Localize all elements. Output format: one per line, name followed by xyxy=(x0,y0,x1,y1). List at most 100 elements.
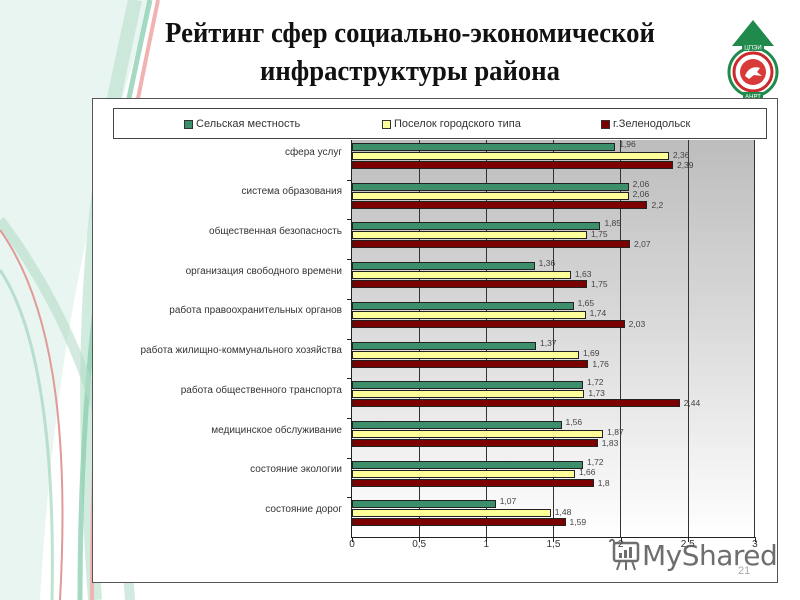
data-value-label: 1,75 xyxy=(591,228,608,239)
data-value-label: 2,2 xyxy=(651,199,664,210)
x-tick-label: 1 xyxy=(483,539,490,550)
data-value-label: 2,39 xyxy=(676,160,694,170)
chart-legend: Сельская местность Поселок городского ти… xyxy=(113,108,767,139)
y-tick xyxy=(347,417,352,419)
bar-series-2 xyxy=(352,399,680,408)
data-value-label: 2,44 xyxy=(683,398,701,409)
legend-label: Сельская местность xyxy=(196,118,301,130)
data-value-label: 1,56 xyxy=(565,416,583,427)
bar-series-0 xyxy=(352,182,629,191)
category-label: состояние экологии xyxy=(250,464,342,476)
bar-series-2 xyxy=(352,319,625,328)
y-tick xyxy=(347,457,352,459)
title-line-2: инфраструктуры района xyxy=(260,55,560,87)
x-tick xyxy=(352,537,353,542)
x-tick xyxy=(553,537,555,542)
x-tick xyxy=(754,537,756,542)
data-value-label: 1,66 xyxy=(578,467,596,478)
bar-series-0 xyxy=(352,381,583,390)
gridline xyxy=(486,140,487,537)
data-value-label: 2,06 xyxy=(632,178,650,189)
svg-text:ЦПЭИ: ЦПЭИ xyxy=(744,46,761,52)
bar-series-1 xyxy=(352,191,629,200)
bar-series-1 xyxy=(352,350,579,359)
organization-logo-icon: ЦПЭИ АНРТ xyxy=(727,20,779,101)
data-value-label: 1,87 xyxy=(607,427,624,438)
bar-series-2 xyxy=(352,240,630,249)
bar-series-1 xyxy=(352,509,551,518)
bar-series-2 xyxy=(352,359,589,368)
data-value-label: 1,07 xyxy=(499,496,517,507)
category-label: работа жилищно-коммунального хозяйства xyxy=(140,345,343,357)
x-tick xyxy=(620,537,622,542)
y-tick xyxy=(347,338,352,340)
y-tick xyxy=(347,219,352,221)
watermark: MyShared xyxy=(608,538,778,572)
data-value-label: 1,8 xyxy=(597,477,610,488)
category-label: организация свободного времени xyxy=(185,265,342,277)
legend-label: Поселок городского типа xyxy=(394,118,521,130)
gridline xyxy=(553,140,554,537)
data-value-label: 2,36 xyxy=(672,149,690,160)
gridline xyxy=(754,140,755,537)
bar-series-0 xyxy=(352,341,536,350)
bar-series-1 xyxy=(352,469,575,478)
y-tick xyxy=(347,378,352,380)
legend-item-urban-settlement: Поселок городского типа xyxy=(382,118,521,130)
category-label: работа правоохранительных органов xyxy=(169,305,342,317)
gridline xyxy=(620,140,621,537)
gridline xyxy=(688,140,689,537)
data-value-label: 1,73 xyxy=(588,387,605,398)
data-value-label: 1,83 xyxy=(601,437,619,448)
bar-series-2 xyxy=(352,518,566,527)
x-tick-label: 0 xyxy=(349,539,355,550)
x-tick-label: 3 xyxy=(752,539,758,550)
y-tick xyxy=(347,179,352,181)
bar-series-0 xyxy=(352,460,583,469)
x-tick xyxy=(419,537,421,542)
bar-series-1 xyxy=(352,152,669,160)
data-value-label: 1,74 xyxy=(589,308,607,319)
legend-label: г.Зеленодольск xyxy=(613,118,691,130)
data-value-label: 1,69 xyxy=(582,348,600,358)
data-value-label: 1,63 xyxy=(574,268,592,279)
svg-text:АНРТ: АНРТ xyxy=(745,95,761,101)
bar-series-0 xyxy=(352,143,616,151)
category-label: общественная безопасность xyxy=(209,226,342,237)
data-value-label: 1,72 xyxy=(586,456,604,467)
data-value-label: 1,75 xyxy=(591,279,608,290)
data-value-label: 2,07 xyxy=(634,239,651,250)
legend-item-zelenodolsk: г.Зеленодольск xyxy=(601,118,690,130)
bar-series-2 xyxy=(352,280,588,289)
bar-series-1 xyxy=(352,390,585,399)
data-value-label: 1,65 xyxy=(577,297,595,308)
x-tick-label: 1,5 xyxy=(546,539,561,550)
bar-series-1 xyxy=(352,429,604,438)
data-value-label: 1,36 xyxy=(538,258,556,269)
legend-item-rural: Сельская местность xyxy=(184,118,300,130)
bar-series-2 xyxy=(352,161,673,169)
category-label: состояние дорог xyxy=(265,503,342,515)
slide-number: 21 xyxy=(738,565,751,577)
x-tick-label: 2 xyxy=(617,539,624,550)
bar-series-1 xyxy=(352,271,571,280)
x-tick xyxy=(687,537,689,542)
category-label: система образования xyxy=(241,186,342,198)
category-label: работа общественного транспорта xyxy=(180,384,342,396)
x-tick xyxy=(486,537,488,542)
slide-title: Рейтинг сфер социально-экономической инф… xyxy=(134,14,686,90)
data-value-label: 1,85 xyxy=(604,218,621,229)
x-tick-label: 0,5 xyxy=(412,539,427,550)
bar-series-1 xyxy=(352,231,588,240)
bar-series-0 xyxy=(352,262,535,271)
data-value-label: 1,37 xyxy=(539,337,557,348)
bar-series-2 xyxy=(352,478,594,487)
category-label: медицинское обслуживание xyxy=(211,424,342,436)
x-tick-label: 2,5 xyxy=(680,539,695,550)
data-value-label: 1,76 xyxy=(592,358,609,369)
gridline xyxy=(419,140,420,537)
data-value-label: 1,48 xyxy=(554,506,572,517)
data-value-label: 2,03 xyxy=(628,318,646,329)
bar-series-0 xyxy=(352,500,496,509)
presentation-board-icon xyxy=(609,538,640,571)
